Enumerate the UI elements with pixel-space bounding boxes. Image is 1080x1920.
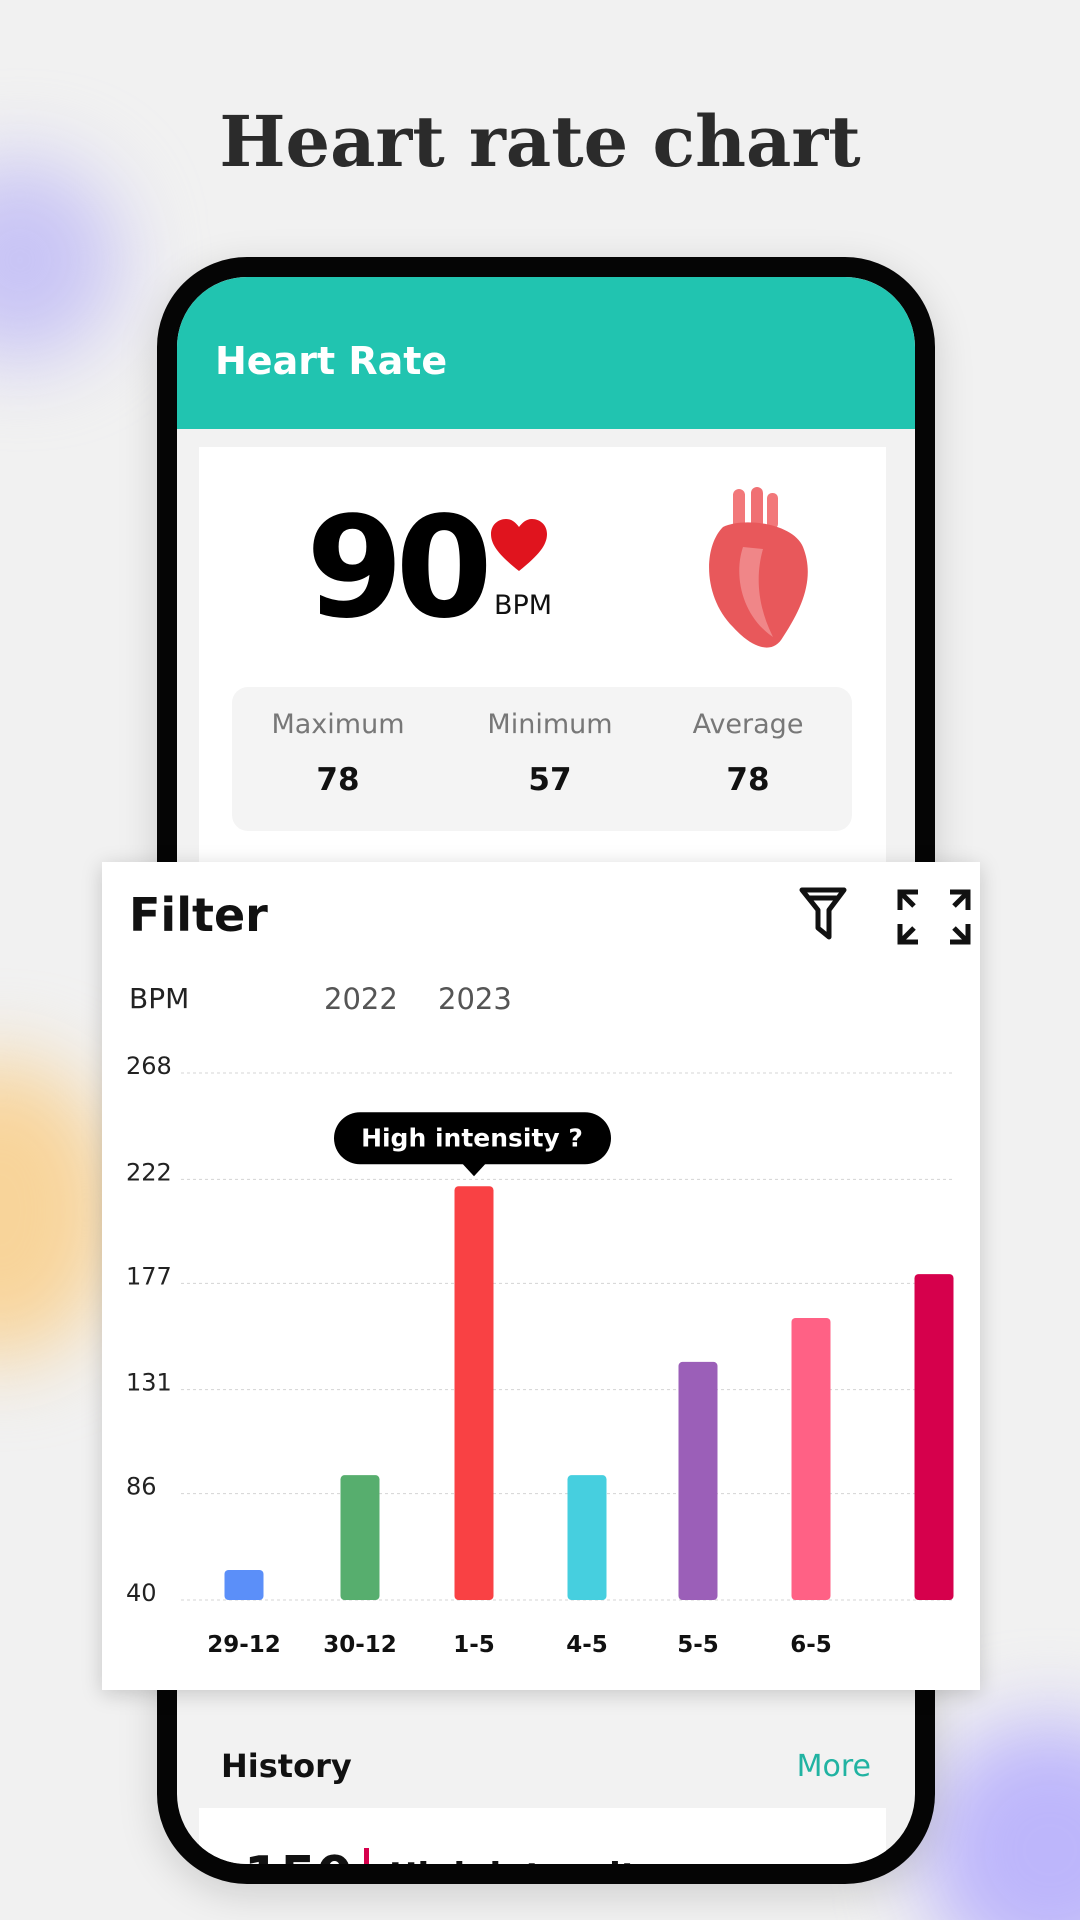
stat-label: Maximum (271, 709, 405, 740)
history-label: High intensity (389, 1856, 660, 1884)
app-bar: Heart Rate (177, 277, 915, 429)
history-value: 150 (244, 1846, 353, 1884)
stat-value: 57 (528, 762, 572, 798)
chart: 40 86 131 177 222 268 29-12 30-12 1-5 4-5 5-5 6-5 Hi… (126, 887, 971, 1658)
stats-box: Maximum 78 Minimum 57 Average 78 (232, 687, 852, 831)
panel-title: Filter (129, 888, 268, 942)
heart-icon (491, 519, 547, 571)
filter-panel: 40 86 131 177 222 268 29-12 30-12 1-5 4-5 5-5 6-5 Hi… (102, 862, 980, 1690)
x-tick-label: 4-5 (566, 1632, 608, 1658)
tooltip: High intensity ? (334, 1112, 611, 1177)
more-link[interactable]: More (796, 1749, 871, 1784)
history-item[interactable]: 150 High intensity (199, 1808, 886, 1884)
year-tab[interactable]: 2023 (438, 982, 512, 1016)
y-tick-label: 131 (126, 1369, 172, 1397)
anatomy-heart (709, 487, 808, 648)
y-tick-label: 268 (126, 1052, 172, 1080)
current-bpm: 90 (306, 487, 493, 650)
stat: Maximum 78 (238, 687, 438, 798)
tooltip-text: High intensity ? (361, 1123, 583, 1152)
unit: BPM (494, 590, 553, 621)
bar (791, 1318, 831, 1600)
bar (914, 1274, 954, 1600)
stat-label: Average (692, 709, 804, 740)
decor (920, 1720, 1080, 1920)
stat: Average 78 (648, 687, 848, 798)
y-tick-label: 40 (126, 1579, 157, 1607)
divider (364, 1848, 369, 1864)
x-tick-label: 5-5 (677, 1632, 719, 1658)
bar (678, 1361, 718, 1600)
y-axis-label: BPM (129, 982, 190, 1015)
y-tick-label: 222 (126, 1158, 172, 1186)
y-tick-label: 86 (126, 1473, 157, 1501)
tooltip-pointer (462, 1163, 486, 1177)
stat: Minimum 57 (450, 687, 650, 798)
expand-button[interactable] (897, 889, 971, 945)
stat-label: Minimum (487, 709, 613, 740)
x-tick-label: 6-5 (790, 1632, 832, 1658)
x-tick-label: 1-5 (453, 1632, 495, 1658)
bar (224, 1569, 264, 1600)
decor (0, 160, 120, 360)
stat-value: 78 (316, 762, 360, 798)
y-tick-label: 177 (126, 1262, 172, 1290)
tooltip-box (334, 1112, 611, 1165)
bar (340, 1475, 380, 1600)
stat-value: 78 (726, 762, 770, 798)
x-tick-label: 30-12 (323, 1632, 397, 1658)
app-title: Heart Rate (215, 339, 448, 383)
bar (567, 1475, 607, 1600)
history-title: History (221, 1747, 352, 1785)
year-tab[interactable]: 2022 (324, 982, 398, 1016)
bar (454, 1186, 494, 1600)
headline: Heart rate chart (219, 100, 861, 183)
x-tick-label: 29-12 (207, 1632, 281, 1658)
filter-button[interactable] (799, 887, 847, 940)
